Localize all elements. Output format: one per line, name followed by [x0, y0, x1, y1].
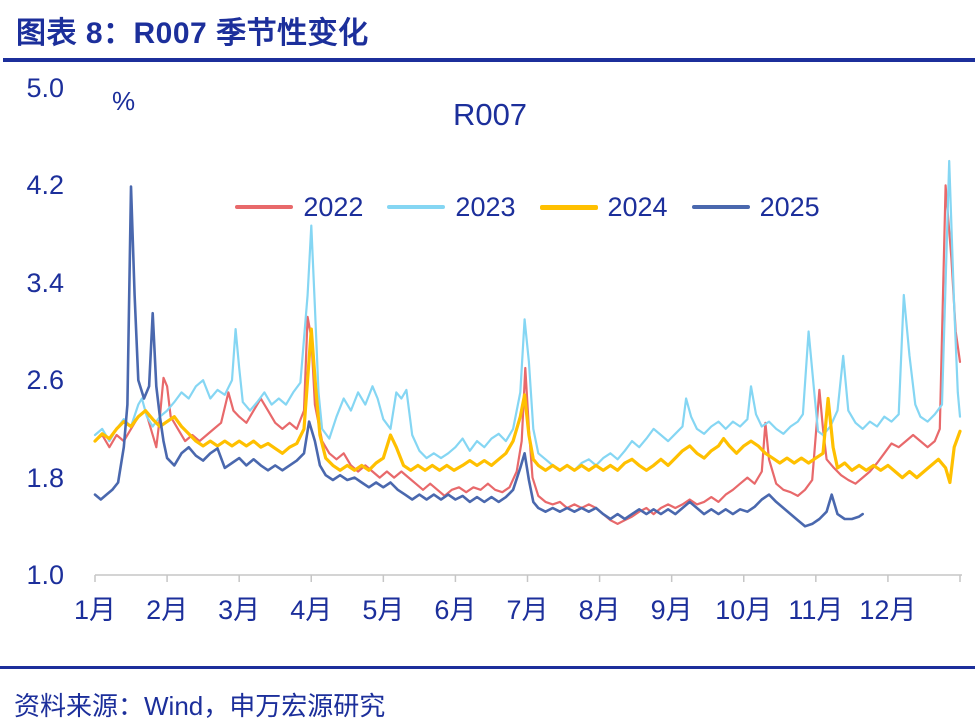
legend-dash-2022	[235, 205, 294, 209]
y-tick-label: 2.6	[26, 365, 64, 396]
legend-label: 2023	[455, 191, 516, 222]
x-tick-label: 2月	[146, 595, 189, 625]
x-tick-label: 4月	[290, 595, 333, 625]
x-tick-label: 9月	[650, 595, 693, 625]
series-line-2025	[93, 185, 865, 528]
x-tick-label: 8月	[578, 595, 621, 625]
y-axis-unit-label: %	[112, 86, 136, 116]
series-line-2022	[93, 184, 962, 526]
footer-divider	[0, 666, 975, 669]
legend-label: 2022	[303, 191, 364, 222]
legend-label: 2024	[607, 191, 668, 222]
legend-label: 2025	[759, 191, 820, 222]
x-tick-label: 5月	[362, 595, 405, 625]
legend-dash-2023	[387, 205, 446, 209]
y-tick-label: 4.2	[26, 170, 64, 201]
y-tick-label: 1.0	[26, 560, 64, 590]
x-tick-label: 3月	[218, 595, 261, 625]
x-tick-label: 10月	[715, 595, 773, 625]
legend-dash-2025	[691, 205, 750, 209]
series-line-2024	[93, 327, 962, 485]
chart-title: R007	[452, 97, 528, 132]
legend-item-2023: 2023	[387, 191, 516, 223]
title-underline	[3, 58, 975, 62]
source-note: 资料来源：Wind，申万宏源研究	[14, 691, 386, 721]
y-tick-label: 1.8	[26, 462, 64, 493]
chart-legend: 2022 2023 2024 2025	[95, 190, 960, 224]
legend-item-2024: 2024	[539, 191, 668, 223]
x-tick-label: 12月	[859, 595, 917, 625]
x-tick-label: 11月	[788, 595, 844, 625]
series-line-2023	[93, 159, 962, 472]
x-tick-label: 6月	[434, 595, 477, 625]
x-tick-label: 1月	[73, 595, 117, 625]
legend-item-2022: 2022	[235, 192, 363, 223]
x-tick-label: 7月	[506, 595, 549, 625]
y-tick-label: 5.0	[26, 73, 64, 103]
figure-title: 图表 8：R007 季节性变化	[16, 17, 369, 50]
legend-item-2025: 2025	[691, 191, 820, 223]
legend-dash-2024	[539, 204, 598, 210]
y-tick-label: 3.4	[26, 267, 64, 298]
